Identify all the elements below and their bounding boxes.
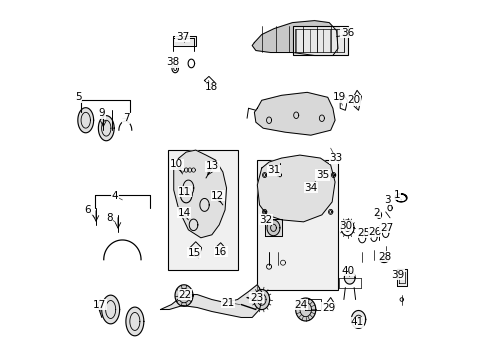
Text: 32: 32	[259, 215, 272, 225]
Text: 22: 22	[178, 289, 191, 300]
Bar	[167, 150, 237, 270]
Polygon shape	[78, 108, 93, 133]
Polygon shape	[351, 310, 365, 328]
Text: 31: 31	[267, 165, 280, 175]
Text: 7: 7	[122, 113, 129, 123]
Text: 18: 18	[205, 82, 218, 93]
Polygon shape	[173, 150, 226, 238]
Text: 5: 5	[75, 92, 81, 102]
Text: 12: 12	[211, 191, 224, 201]
Text: 15: 15	[187, 248, 201, 258]
Text: 41: 41	[350, 318, 363, 328]
Text: 1: 1	[393, 190, 400, 200]
Text: 2: 2	[373, 208, 379, 218]
Text: 4: 4	[112, 191, 118, 201]
Text: 35: 35	[315, 170, 328, 180]
Text: 40: 40	[340, 266, 353, 276]
Text: 14: 14	[177, 208, 190, 218]
Polygon shape	[98, 116, 114, 141]
Polygon shape	[125, 307, 143, 336]
Text: 36: 36	[340, 28, 353, 37]
Text: 33: 33	[328, 153, 342, 163]
Text: 37: 37	[176, 32, 189, 41]
Text: 28: 28	[378, 252, 391, 262]
Text: 11: 11	[178, 187, 191, 197]
Text: 16: 16	[214, 247, 227, 257]
Text: 20: 20	[347, 95, 360, 105]
Text: 10: 10	[170, 159, 183, 169]
Text: 8: 8	[106, 213, 112, 223]
Polygon shape	[344, 271, 354, 284]
Text: 17: 17	[93, 300, 106, 310]
Text: 21: 21	[221, 297, 234, 307]
Polygon shape	[396, 269, 406, 286]
Bar	[292, 26, 347, 55]
Polygon shape	[265, 219, 281, 237]
Text: 13: 13	[205, 161, 219, 171]
Text: 26: 26	[367, 227, 381, 237]
Text: 3: 3	[384, 195, 390, 205]
Polygon shape	[160, 285, 263, 318]
Text: 34: 34	[304, 183, 317, 193]
Polygon shape	[252, 21, 337, 55]
Text: 23: 23	[249, 293, 263, 302]
Text: 30: 30	[339, 221, 352, 231]
Text: 9: 9	[99, 108, 105, 118]
Text: 25: 25	[356, 228, 369, 238]
Text: 19: 19	[332, 92, 346, 102]
Polygon shape	[173, 36, 196, 46]
Text: 29: 29	[321, 302, 334, 312]
Polygon shape	[257, 155, 334, 222]
Text: 6: 6	[84, 205, 91, 215]
Text: 24: 24	[293, 300, 306, 310]
Text: 38: 38	[166, 58, 179, 67]
Text: 39: 39	[391, 270, 404, 280]
Polygon shape	[295, 298, 315, 321]
Bar	[257, 160, 337, 289]
Polygon shape	[102, 295, 120, 324]
Polygon shape	[253, 289, 269, 310]
Polygon shape	[266, 220, 279, 236]
Text: 27: 27	[379, 223, 392, 233]
Polygon shape	[175, 285, 193, 306]
Polygon shape	[254, 92, 334, 135]
